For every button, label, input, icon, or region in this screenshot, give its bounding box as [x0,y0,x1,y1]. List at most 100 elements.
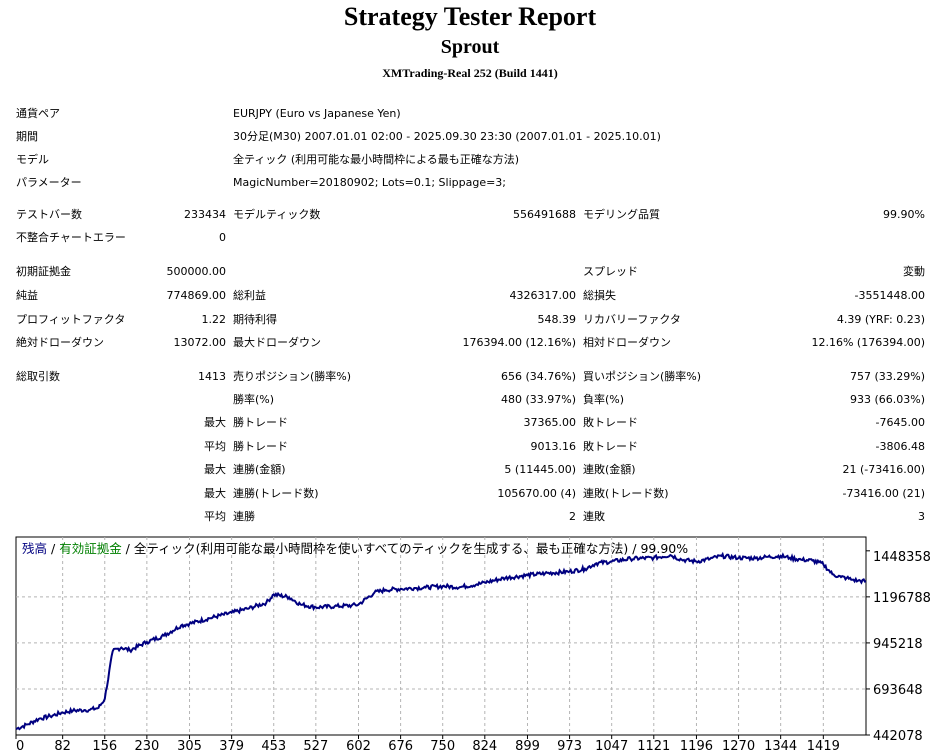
largest-profit-label: 勝トレード [233,416,288,429]
short-positions-label: 売りポジション(勝率%) [233,370,352,383]
average-consecutive-wins-value: 2 [569,510,576,523]
params-label: パラメーター [16,176,82,189]
relative-drawdown-value: 12.16% (176394.00) [811,336,925,349]
long-positions-value: 757 (33.29%) [849,370,925,383]
x-tick-label: 676 [388,739,413,754]
largest-loss-label: 敗トレード [583,416,638,429]
total-trades-label: 総取引数 [16,370,60,383]
chart-legend: 残高 / 有効証拠金 / 全ティック(利用可能な最小時間枠を使いすべてのティック… [22,541,688,556]
x-tick-label: 305 [177,739,202,754]
largest-profit-value: 37365.00 [523,416,577,429]
absolute-drawdown-label: 絶対ドローダウン [16,336,104,349]
maximal-label: 最大 [204,487,226,500]
quality-label: モデリング品質 [583,208,660,221]
y-tick-label: 693648 [873,683,923,698]
loss-trades-label: 負率(%) [583,393,625,406]
consecutive-wins-money-value: 5 (11445.00) [504,463,576,476]
y-tick-label: 1448358 [873,550,931,565]
deposit-value: 500000.00 [166,265,227,278]
x-tick-label: 824 [472,739,497,754]
mismatch-value: 0 [219,231,226,244]
expected-payoff-value: 548.39 [537,313,577,326]
x-tick-label: 973 [557,739,582,754]
profit-factor-value: 1.22 [201,313,227,326]
average-label: 平均 [204,440,226,453]
report-title: Strategy Tester Report [343,2,597,31]
y-tick-label: 1196788 [873,591,931,606]
x-tick-label: 602 [346,739,371,754]
consecutive-wins-count-value: 105670.00 (4) [497,487,576,500]
recovery-factor-label: リカバリーファクタ [583,313,681,326]
balance-line [15,551,867,731]
symbol-value: EURJPY (Euro vs Japanese Yen) [233,107,401,120]
spread-value: 変動 [903,265,925,278]
profit-trades-value: 480 (33.97%) [500,393,576,406]
x-tick-label: 230 [134,739,159,754]
legend-separator: / [47,541,59,556]
relative-drawdown-label: 相対ドローダウン [583,336,671,349]
x-tick-label: 1196 [680,739,713,754]
x-tick-label: 750 [430,739,455,754]
average-profit-value: 9013.16 [530,440,577,453]
x-tick-label: 1270 [722,739,755,754]
gross-loss-label: 総損失 [583,289,616,302]
short-positions-value: 656 (34.76%) [500,370,576,383]
average-consecutive-losses-value: 3 [918,510,925,523]
consecutive-losses-count-label: 連敗(トレード数) [583,487,669,500]
symbol-label: 通貨ペア [16,107,60,120]
x-tick-label: 527 [303,739,328,754]
bars-value: 233434 [184,208,226,221]
model-label: モデル [16,153,49,166]
server-build: XMTrading-Real 252 (Build 1441) [382,66,558,80]
legend-quality: 99.90% [640,541,688,556]
gross-loss-value: -3551448.00 [854,289,925,302]
legend-separator: / [122,541,134,556]
gross-profit-value: 4326317.00 [509,289,576,302]
legend-model: 全ティック(利用可能な最小時間枠を使いすべてのティックを生成する、最も正確な方法… [134,541,628,556]
average2-label: 平均 [204,510,226,523]
loss-trades-value: 933 (66.03%) [849,393,925,406]
average-profit-label: 勝トレード [233,440,288,453]
consecutive-losses-money-label: 連敗(金額) [583,463,636,476]
absolute-drawdown-value: 13072.00 [173,336,227,349]
x-axis: 0 82 156 230 305 379 453 527 602 676 750 824 899 973 1… [15,735,840,754]
period-label: 期間 [16,130,38,143]
maximal-drawdown-label: 最大ドローダウン [233,336,321,349]
recovery-factor-value: 4.39 (YRF: 0.23) [836,313,925,326]
x-tick-label: 1344 [764,739,797,754]
y-tick-label: 442078 [873,729,923,744]
mismatch-label: 不整合チャートエラー [16,231,126,244]
x-tick-label: 0 [16,739,24,754]
long-positions-label: 買いポジション(勝率%) [583,370,702,383]
x-tick-label: 82 [54,739,71,754]
expert-name: Sprout [440,36,500,58]
largest-label: 最大 [204,416,226,429]
net-profit-label: 純益 [16,289,38,302]
deposit-label: 初期証拠金 [16,265,71,278]
x-tick-label: 1121 [637,739,670,754]
bars-label: テストバー数 [16,208,82,221]
largest-loss-value: -7645.00 [875,416,925,429]
profit-factor-label: プロフィットファクタ [16,313,126,326]
average-consecutive-wins-label: 連勝 [233,510,255,523]
x-tick-label: 899 [515,739,540,754]
net-profit-value: 774869.00 [166,289,227,302]
maximal-drawdown-value: 176394.00 (12.16%) [462,336,576,349]
maximum-label: 最大 [204,463,226,476]
legend-equity: 有効証拠金 [59,541,122,556]
plot-area [15,536,867,736]
x-tick-label: 453 [261,739,286,754]
y-tick-label: 945218 [873,637,923,652]
legend-balance: 残高 [22,541,47,556]
consecutive-losses-money-value: 21 (-73416.00) [842,463,925,476]
model-value: 全ティック (利用可能な最小時間枠による最も正確な方法) [233,153,520,166]
params-value: MagicNumber=20180902; Lots=0.1; Slippage… [233,176,507,189]
period-value: 30分足(M30) 2007.01.01 02:00 - 2025.09.30 … [233,130,661,143]
consecutive-wins-count-label: 連勝(トレード数) [233,487,319,500]
quality-value: 99.90% [883,208,925,221]
x-tick-label: 1047 [595,739,628,754]
profit-trades-label: 勝率(%) [233,393,275,406]
expected-payoff-label: 期待利得 [233,313,277,326]
spread-label: スプレッド [583,265,638,278]
x-tick-label: 379 [219,739,244,754]
